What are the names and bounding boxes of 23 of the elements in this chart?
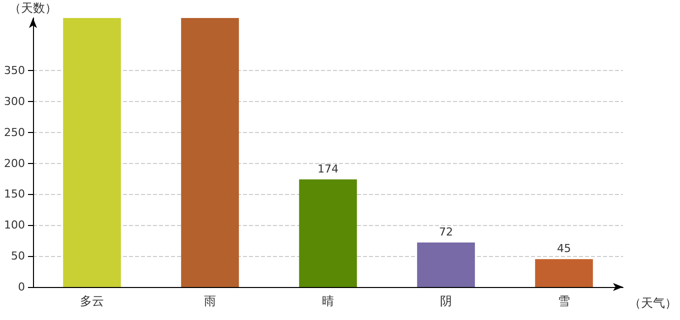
y-tick-label: 200 xyxy=(4,156,25,170)
data-label: 72 xyxy=(439,225,453,238)
y-tick-label: 0 xyxy=(18,280,25,294)
bar xyxy=(299,179,357,287)
bar xyxy=(417,242,475,287)
data-label: 45 xyxy=(557,242,571,256)
x-tick-label: 阴 xyxy=(440,294,452,308)
data-label: 174 xyxy=(318,162,338,176)
x-tick-label: 晴 xyxy=(322,294,334,308)
y-axis-title: （天数） xyxy=(9,1,57,15)
x-tick-label: 雨 xyxy=(204,294,216,308)
y-tick-label: 300 xyxy=(4,94,25,108)
y-tick-label: 250 xyxy=(4,126,25,139)
y-tick-label: 100 xyxy=(4,218,25,232)
x-axis-title: （天气） xyxy=(629,296,677,310)
y-tick-label: 50 xyxy=(11,250,25,263)
y-tick-label: 350 xyxy=(4,64,25,78)
x-tick-label: 雪 xyxy=(558,294,570,308)
bar xyxy=(535,259,593,287)
bar xyxy=(181,18,239,287)
bar xyxy=(63,18,121,287)
y-tick-label: 150 xyxy=(4,188,25,201)
x-tick-label: 多云 xyxy=(80,294,104,308)
